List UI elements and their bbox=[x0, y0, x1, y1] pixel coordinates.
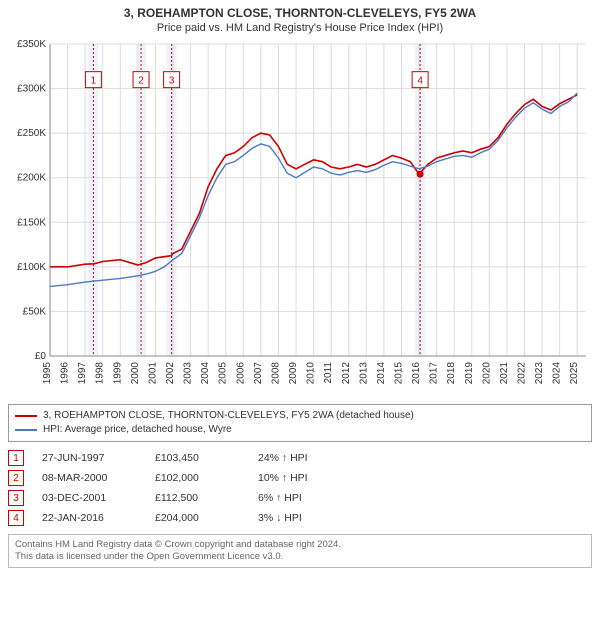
svg-text:2012: 2012 bbox=[341, 362, 352, 385]
tx-delta: 24% ↑ HPI bbox=[258, 452, 308, 464]
svg-text:1: 1 bbox=[91, 76, 97, 87]
tx-marker-icon: 1 bbox=[8, 450, 24, 466]
svg-text:4: 4 bbox=[417, 76, 423, 87]
svg-text:1995: 1995 bbox=[42, 362, 53, 385]
tx-price: £204,000 bbox=[155, 512, 240, 524]
svg-text:2022: 2022 bbox=[516, 362, 527, 385]
svg-text:2000: 2000 bbox=[130, 362, 141, 385]
tx-delta: 6% ↑ HPI bbox=[258, 492, 302, 504]
legend-item: HPI: Average price, detached house, Wyre bbox=[15, 423, 585, 437]
table-row: 1 27-JUN-1997 £103,450 24% ↑ HPI bbox=[8, 448, 592, 468]
svg-text:2: 2 bbox=[138, 76, 144, 87]
svg-text:1998: 1998 bbox=[95, 362, 106, 385]
svg-text:2006: 2006 bbox=[235, 362, 246, 385]
svg-text:2003: 2003 bbox=[183, 362, 194, 385]
table-row: 4 22-JAN-2016 £204,000 3% ↓ HPI bbox=[8, 508, 592, 528]
legend-swatch bbox=[15, 429, 37, 431]
attribution-footer: Contains HM Land Registry data © Crown c… bbox=[8, 534, 592, 568]
svg-text:2020: 2020 bbox=[481, 362, 492, 385]
tx-date: 22-JAN-2016 bbox=[42, 512, 137, 524]
page-title: 3, ROEHAMPTON CLOSE, THORNTON-CLEVELEYS,… bbox=[8, 6, 592, 20]
svg-text:2013: 2013 bbox=[358, 362, 369, 385]
price-chart: £0 £50K £100K £150K £200K £250K £300K £350K 1995… bbox=[8, 38, 592, 398]
table-row: 2 08-MAR-2000 £102,000 10% ↑ HPI bbox=[8, 468, 592, 488]
legend: 3, ROEHAMPTON CLOSE, THORNTON-CLEVELEYS,… bbox=[8, 404, 592, 442]
svg-text:2008: 2008 bbox=[270, 362, 281, 385]
tx-delta: 3% ↓ HPI bbox=[258, 512, 302, 524]
svg-text:2007: 2007 bbox=[253, 362, 264, 385]
svg-text:2005: 2005 bbox=[218, 362, 229, 385]
svg-text:2018: 2018 bbox=[446, 362, 457, 385]
tx-date: 03-DEC-2001 bbox=[42, 492, 137, 504]
svg-text:£250K: £250K bbox=[17, 128, 46, 139]
svg-text:£50K: £50K bbox=[23, 306, 47, 317]
svg-text:2015: 2015 bbox=[393, 362, 404, 385]
svg-text:2017: 2017 bbox=[429, 362, 440, 385]
svg-text:£350K: £350K bbox=[17, 39, 46, 50]
tx-price: £102,000 bbox=[155, 472, 240, 484]
svg-text:3: 3 bbox=[169, 76, 175, 87]
tx-marker-icon: 2 bbox=[8, 470, 24, 486]
table-row: 3 03-DEC-2001 £112,500 6% ↑ HPI bbox=[8, 488, 592, 508]
footer-line: Contains HM Land Registry data © Crown c… bbox=[15, 539, 585, 551]
page-subtitle: Price paid vs. HM Land Registry's House … bbox=[8, 22, 592, 34]
svg-text:2023: 2023 bbox=[534, 362, 545, 385]
svg-text:£200K: £200K bbox=[17, 173, 46, 184]
tx-delta: 10% ↑ HPI bbox=[258, 472, 308, 484]
svg-text:2024: 2024 bbox=[552, 362, 563, 385]
svg-text:2009: 2009 bbox=[288, 362, 299, 385]
legend-label: 3, ROEHAMPTON CLOSE, THORNTON-CLEVELEYS,… bbox=[43, 409, 414, 423]
tx-price: £112,500 bbox=[155, 492, 240, 504]
svg-text:2025: 2025 bbox=[569, 362, 580, 385]
transactions-table: 1 27-JUN-1997 £103,450 24% ↑ HPI 2 08-MA… bbox=[8, 448, 592, 528]
svg-text:2002: 2002 bbox=[165, 362, 176, 385]
tx-date: 27-JUN-1997 bbox=[42, 452, 137, 464]
legend-swatch bbox=[15, 415, 37, 417]
svg-text:2004: 2004 bbox=[200, 362, 211, 385]
tx-marker-icon: 4 bbox=[8, 510, 24, 526]
svg-text:1996: 1996 bbox=[60, 362, 71, 385]
legend-item: 3, ROEHAMPTON CLOSE, THORNTON-CLEVELEYS,… bbox=[15, 409, 585, 423]
svg-text:2014: 2014 bbox=[376, 362, 387, 385]
tx-marker-icon: 3 bbox=[8, 490, 24, 506]
footer-line: This data is licensed under the Open Gov… bbox=[15, 551, 585, 563]
svg-text:£0: £0 bbox=[35, 351, 47, 362]
svg-text:2010: 2010 bbox=[306, 362, 317, 385]
svg-text:2019: 2019 bbox=[464, 362, 475, 385]
svg-text:£100K: £100K bbox=[17, 262, 46, 273]
svg-text:2001: 2001 bbox=[147, 362, 158, 385]
svg-text:£300K: £300K bbox=[17, 84, 46, 95]
svg-text:2016: 2016 bbox=[411, 362, 422, 385]
svg-text:2011: 2011 bbox=[323, 362, 334, 384]
tx-date: 08-MAR-2000 bbox=[42, 472, 137, 484]
svg-text:1997: 1997 bbox=[77, 362, 88, 385]
svg-text:1999: 1999 bbox=[112, 362, 123, 385]
svg-text:£150K: £150K bbox=[17, 217, 46, 228]
svg-text:2021: 2021 bbox=[499, 362, 510, 385]
legend-label: HPI: Average price, detached house, Wyre bbox=[43, 423, 232, 437]
tx-price: £103,450 bbox=[155, 452, 240, 464]
